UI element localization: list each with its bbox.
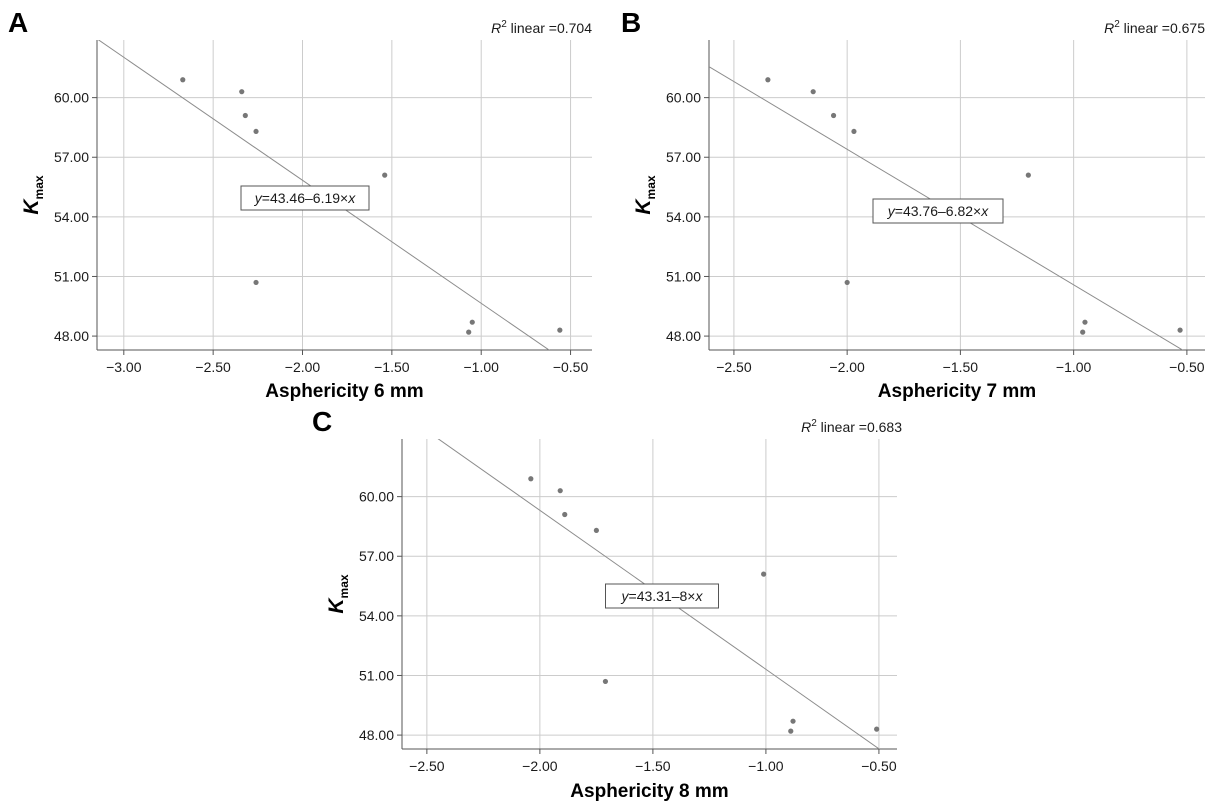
fit-equation: y=43.46–6.19×x	[254, 190, 356, 206]
y-tick-label: 60.00	[54, 90, 89, 106]
y-tick-label: 54.00	[666, 209, 701, 225]
data-point	[1177, 327, 1183, 333]
r-squared-label: R2 linear =0.704	[491, 19, 592, 36]
y-tick-label: 60.00	[359, 489, 394, 505]
x-tick-label: −1.50	[943, 359, 979, 375]
y-axis-title: Kmax	[632, 175, 658, 215]
data-point	[593, 527, 599, 534]
data-point	[382, 172, 388, 178]
data-point	[562, 511, 568, 518]
fit-equation: y=43.76–6.82×x	[887, 203, 989, 219]
data-point	[1082, 319, 1088, 325]
y-tick-label: 57.00	[54, 149, 89, 165]
y-tick-label: 51.00	[359, 667, 394, 683]
x-axis-title: Asphericity 6 mm	[265, 381, 423, 402]
x-axis-title: Asphericity 7 mm	[878, 381, 1036, 402]
data-point	[790, 718, 796, 724]
data-point	[874, 726, 880, 732]
r-squared-label: R2 linear =0.675	[1104, 19, 1205, 36]
data-point	[242, 112, 248, 119]
y-tick-label: 57.00	[359, 548, 394, 564]
y-axis-title: Kmax	[20, 175, 46, 215]
y-tick-label: 57.00	[666, 149, 701, 165]
data-point	[253, 128, 259, 135]
data-point	[765, 77, 771, 83]
y-tick-label: 48.00	[359, 727, 394, 743]
x-tick-label: −1.00	[1056, 359, 1092, 375]
fit-equation: y=43.31–8×x	[621, 588, 704, 604]
data-point	[830, 112, 837, 119]
x-tick-label: −0.50	[861, 758, 897, 774]
equation-box	[872, 198, 1004, 224]
data-point	[239, 89, 245, 95]
data-point	[180, 77, 186, 83]
x-tick-label: −1.50	[635, 758, 671, 774]
panel-letter: B	[621, 7, 641, 38]
y-tick-label: 51.00	[666, 268, 701, 284]
x-tick-label: −2.50	[409, 758, 445, 774]
x-tick-label: −0.50	[553, 359, 589, 375]
data-point	[253, 279, 259, 286]
r-squared-label: R2 linear =0.683	[801, 418, 902, 435]
panel-letter: C	[312, 406, 332, 437]
data-point	[466, 329, 472, 335]
x-tick-label: −2.50	[195, 359, 231, 375]
x-tick-label: −2.00	[522, 758, 558, 774]
chart-panel-a: −3.00 −2.50 −2.00 −1.50 −1.00 −0.50 48.00 51.00…	[8, 7, 592, 402]
data-point	[602, 678, 609, 685]
x-tick-label: −1.50	[374, 359, 410, 375]
data-point	[1080, 329, 1086, 335]
data-point	[851, 128, 857, 135]
data-point	[557, 327, 563, 333]
y-tick-label: 60.00	[666, 90, 701, 106]
y-tick-label: 54.00	[54, 209, 89, 225]
y-tick-label: 48.00	[54, 328, 89, 344]
data-point	[761, 571, 767, 577]
y-axis-title: Kmax	[325, 574, 351, 614]
x-tick-label: −2.50	[716, 359, 752, 375]
data-point	[528, 476, 534, 482]
x-tick-label: −1.00	[463, 359, 499, 375]
x-axis-title: Asphericity 8 mm	[570, 781, 728, 802]
x-tick-label: −2.00	[285, 359, 321, 375]
x-tick-label: −3.00	[106, 359, 142, 375]
equation-box	[240, 185, 370, 211]
x-tick-label: −0.50	[1169, 359, 1205, 375]
x-tick-label: −2.00	[829, 359, 865, 375]
chart-panel-b: −2.50 −2.00 −1.50 −1.00 −0.50 48.00 51.00 54.00…	[621, 7, 1205, 402]
data-point	[469, 319, 475, 325]
data-point	[788, 728, 794, 734]
y-tick-label: 48.00	[666, 328, 701, 344]
x-tick-label: −1.00	[748, 758, 784, 774]
data-point	[844, 279, 850, 286]
chart-panel-c: −2.50 −2.00 −1.50 −1.00 −0.50 48.00 51.00 54.00…	[312, 406, 902, 802]
data-point	[810, 89, 816, 95]
y-tick-label: 54.00	[359, 608, 394, 624]
data-point	[1025, 172, 1031, 178]
panel-letter: A	[8, 7, 28, 38]
y-tick-label: 51.00	[54, 268, 89, 284]
data-point	[557, 488, 563, 494]
equation-box	[605, 583, 719, 609]
